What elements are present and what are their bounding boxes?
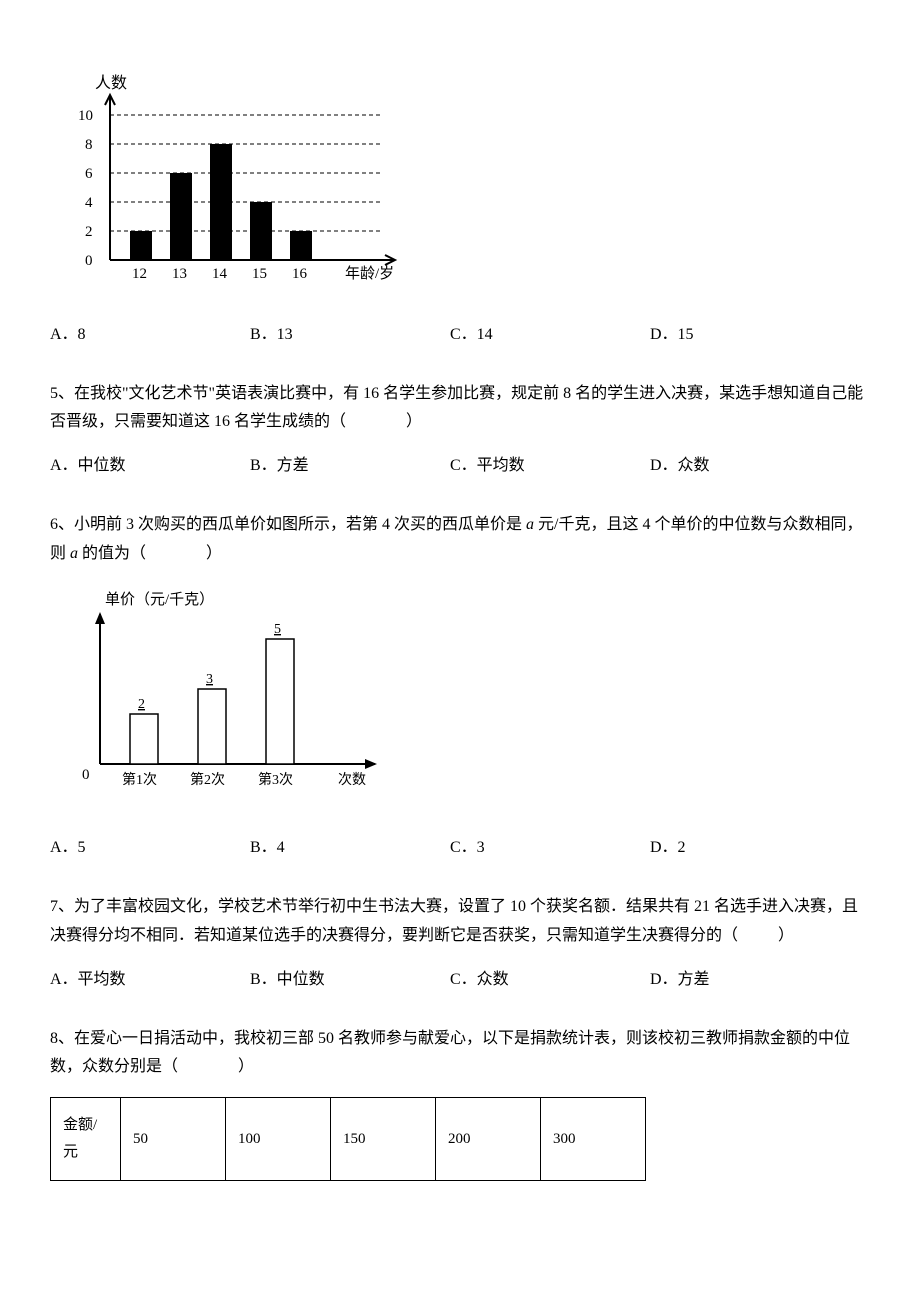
svg-text:第1次: 第1次 xyxy=(122,771,157,788)
q7-option-c: C．众数 xyxy=(450,966,590,995)
q8-text: 8、在爱心一日捐活动中，我校初三部 50 名教师参与献爱心，以下是捐款统计表，则… xyxy=(50,1025,870,1083)
svg-text:0: 0 xyxy=(82,767,90,783)
q6-option-d: D．2 xyxy=(650,834,686,863)
q5-option-b: B．方差 xyxy=(250,452,390,481)
q4-option-d: D．15 xyxy=(650,321,694,350)
q5-option-d: D．众数 xyxy=(650,452,710,481)
q5-text: 5、在我校"文化艺术节"英语表演比赛中，有 16 名学生参加比赛，规定前 8 名… xyxy=(50,380,870,438)
svg-text:10: 10 xyxy=(78,108,93,124)
svg-text:人数: 人数 xyxy=(95,74,127,92)
chart-age-count: 人数 0 2 4 6 8 10 12 13 14 xyxy=(50,70,870,301)
svg-text:8: 8 xyxy=(85,137,93,153)
q6-part1: 6、小明前 3 次购买的西瓜单价如图所示，若第 4 次买的西瓜单价是 xyxy=(50,516,526,533)
svg-text:13: 13 xyxy=(172,266,187,282)
svg-text:3: 3 xyxy=(206,672,213,687)
q6-options: A．5 B．4 C．3 D．2 xyxy=(50,834,870,863)
q7-text: 7、为了丰富校园文化，学校艺术节举行初中生书法大赛，设置了 10 个获奖名额．结… xyxy=(50,893,870,951)
q7-after: ） xyxy=(778,927,794,944)
svg-text:14: 14 xyxy=(212,266,228,282)
svg-text:2: 2 xyxy=(138,697,145,712)
q5-text-before: 5、在我校"文化艺术节"英语表演比赛中，有 16 名学生参加比赛，规定前 8 名… xyxy=(50,385,863,431)
q6-option-c: C．3 xyxy=(450,834,590,863)
svg-text:单价（元/千克）: 单价（元/千克） xyxy=(105,591,214,608)
svg-text:次数: 次数 xyxy=(338,772,366,788)
svg-text:15: 15 xyxy=(252,266,267,282)
table-header-cell: 金额/元 xyxy=(51,1098,121,1181)
q6-option-b: B．4 xyxy=(250,834,390,863)
donation-table: 金额/元 50 100 150 200 300 xyxy=(50,1097,646,1181)
q4-options: A．8 B．13 C．14 D．15 xyxy=(50,321,870,350)
svg-text:年龄/岁: 年龄/岁 xyxy=(345,265,394,282)
q5-option-c: C．平均数 xyxy=(450,452,590,481)
q6-italic1: a xyxy=(526,516,534,533)
q7-options: A．平均数 B．中位数 C．众数 D．方差 xyxy=(50,966,870,995)
q7-before: 7、为了丰富校园文化，学校艺术节举行初中生书法大赛，设置了 10 个获奖名额．结… xyxy=(50,898,858,944)
q7-option-b: B．中位数 xyxy=(250,966,390,995)
q6-part3: 的值为（ xyxy=(78,545,146,562)
table-cell: 300 xyxy=(541,1098,646,1181)
table-cell: 150 xyxy=(331,1098,436,1181)
svg-text:第2次: 第2次 xyxy=(190,771,225,788)
q4-option-b: B．13 xyxy=(250,321,390,350)
svg-text:6: 6 xyxy=(85,166,93,182)
q4-option-c: C．14 xyxy=(450,321,590,350)
svg-text:2: 2 xyxy=(85,224,93,240)
table-cell: 50 xyxy=(121,1098,226,1181)
q6-option-a: A．5 xyxy=(50,834,190,863)
q6-after: ） xyxy=(206,545,222,562)
q8-after: ） xyxy=(238,1058,254,1075)
svg-text:第3次: 第3次 xyxy=(258,771,293,788)
table-cell: 200 xyxy=(436,1098,541,1181)
chart-price: 单价（元/千克） 0 2 3 5 第1次 第2次 第3次 次数 xyxy=(50,584,870,815)
q4-option-a: A．8 xyxy=(50,321,190,350)
q6-text: 6、小明前 3 次购买的西瓜单价如图所示，若第 4 次买的西瓜单价是 a 元/千… xyxy=(50,511,870,569)
svg-text:16: 16 xyxy=(292,266,308,282)
q5-text-after: ） xyxy=(406,413,422,430)
q5-option-a: A．中位数 xyxy=(50,452,190,481)
svg-text:12: 12 xyxy=(132,266,147,282)
table-cell: 100 xyxy=(226,1098,331,1181)
q8-before: 8、在爱心一日捐活动中，我校初三部 50 名教师参与献爱心，以下是捐款统计表，则… xyxy=(50,1030,850,1076)
q7-option-a: A．平均数 xyxy=(50,966,190,995)
q7-option-d: D．方差 xyxy=(650,966,710,995)
svg-text:5: 5 xyxy=(274,622,281,637)
svg-text:4: 4 xyxy=(85,195,93,211)
svg-text:0: 0 xyxy=(85,253,93,269)
table-row: 金额/元 50 100 150 200 300 xyxy=(51,1098,646,1181)
q5-options: A．中位数 B．方差 C．平均数 D．众数 xyxy=(50,452,870,481)
q6-italic2: a xyxy=(70,545,78,562)
